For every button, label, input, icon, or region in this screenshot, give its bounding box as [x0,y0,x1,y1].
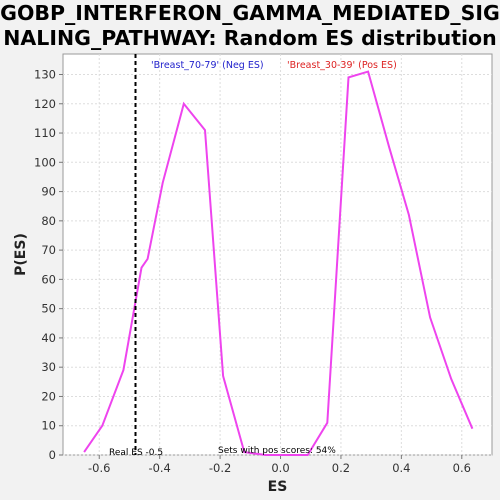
series [83,70,474,456]
plot-area [62,53,493,456]
grid [63,54,492,456]
real-es-label: Real ES -0.5 [109,448,163,458]
x-tick-label: 0.2 [332,461,350,475]
y-tick-label: 80 [41,214,56,228]
y-tick-label: 30 [41,360,56,374]
x-tick-label: -0.2 [209,461,231,475]
pos-series-label: 'Breast_30-39' (Pos ES) [287,60,397,71]
neg-series-label: 'Breast_70-79' (Neg ES) [151,60,264,71]
y-tick-label: 120 [34,97,56,111]
x-tick-label: 0.4 [392,461,410,475]
x-tick-label: 0.0 [271,461,289,475]
y-tick-label: 90 [41,185,56,199]
y-tick-label: 50 [41,302,56,316]
axes: 0 10 20 30 40 50 60 70 80 90 100 110 120 130 -0.6 -0.4 -… [34,67,471,475]
y-tick-label: 20 [41,389,56,403]
y-axis-label: P(ES) [13,233,29,276]
x-axis-label: ES [268,479,288,495]
pos-scores-annotation: Sets with pos scores: 54% [218,446,336,456]
y-tick-label: 110 [34,126,56,140]
y-tick-label: 130 [34,67,56,81]
chart-title: GOBP_INTERFERON_GAMMA_MEDIATED_SIG NALIN… [0,1,500,51]
y-tick-label: 10 [41,419,56,433]
x-tick-label: -0.4 [148,461,170,475]
chart-title-line-2: NALING_PATHWAY: Random ES distribution [3,26,497,50]
y-tick-label: 0 [49,448,56,462]
chart-title-line-1: GOBP_INTERFERON_GAMMA_MEDIATED_SIG [0,1,500,25]
y-tick-label: 100 [34,155,56,169]
es-distribution-line [83,70,474,456]
y-tick-label: 70 [41,243,56,257]
x-tick-label: 0.6 [453,461,471,475]
y-tick-label: 60 [41,272,56,286]
x-tick-label: -0.6 [88,461,110,475]
y-tick-label: 40 [41,331,56,345]
